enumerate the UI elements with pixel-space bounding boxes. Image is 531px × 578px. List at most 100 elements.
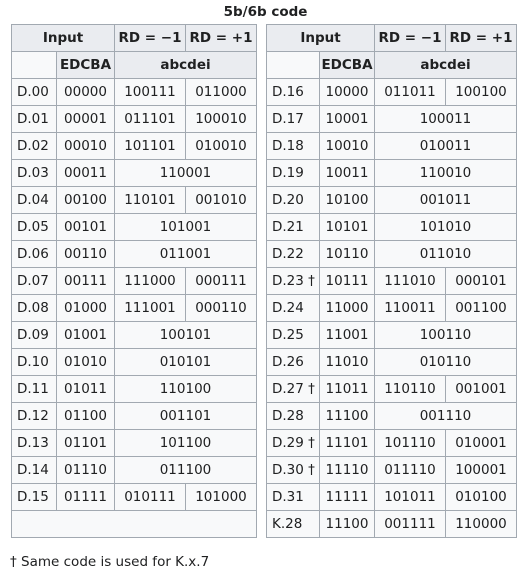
symbol-cell: D.02 xyxy=(11,132,57,160)
table-row: D.07 00111 111000 000111 xyxy=(11,267,257,295)
abcdei-rd-neg-cell: 111010 xyxy=(374,267,446,295)
abcdei-cell: 011010 xyxy=(374,240,517,268)
abcdei-rd-pos-cell: 010100 xyxy=(445,483,517,511)
abcdei-rd-pos-cell: 011000 xyxy=(185,78,257,106)
table-row: K.28 11100 001111 110000 xyxy=(266,510,517,538)
table-row: D.16 10000 011011 100100 xyxy=(266,78,517,106)
abcdei-rd-pos-cell: 000110 xyxy=(185,294,257,322)
abcdei-cell: 011100 xyxy=(114,456,257,484)
right-code-table: Input RD = −1 RD = +1 EDCBA abcdei D.16 1… xyxy=(266,24,517,538)
edcba-cell: 00111 xyxy=(56,267,115,295)
edcba-cell: 11111 xyxy=(319,483,375,511)
abcdei-rd-pos-cell: 110000 xyxy=(445,510,517,538)
edcba-cell: 10110 xyxy=(319,240,375,268)
abcdei-cell: 100110 xyxy=(374,321,517,349)
table-row: D.15 01111 010111 101000 xyxy=(11,483,257,511)
edcba-header: EDCBA xyxy=(319,51,375,79)
table-row: D.24 11000 110011 001100 xyxy=(266,294,517,322)
table-row: D.17 10001 100011 xyxy=(266,105,517,133)
symbol-cell: D.27 † xyxy=(266,375,320,403)
table-row: D.08 01000 111001 000110 xyxy=(11,294,257,322)
symbol-cell: D.14 xyxy=(11,456,57,484)
rd-neg-header: RD = −1 xyxy=(374,24,446,52)
symbol-cell: D.19 xyxy=(266,159,320,187)
edcba-cell: 01010 xyxy=(56,348,115,376)
symbol-cell: D.31 xyxy=(266,483,320,511)
table-row: D.09 01001 100101 xyxy=(11,321,257,349)
table-row: D.31 11111 101011 010100 xyxy=(266,483,517,511)
abcdei-cell: 001110 xyxy=(374,402,517,430)
empty-cell xyxy=(11,510,257,538)
edcba-cell: 11001 xyxy=(319,321,375,349)
table-row: D.22 10110 011010 xyxy=(266,240,517,268)
edcba-cell: 00110 xyxy=(56,240,115,268)
table-row: D.27 † 11011 110110 001001 xyxy=(266,375,517,403)
symbol-cell: D.07 xyxy=(11,267,57,295)
rd-pos-header: RD = +1 xyxy=(445,24,517,52)
abcdei-cell: 001101 xyxy=(114,402,257,430)
abcdei-cell: 010110 xyxy=(374,348,517,376)
abcdei-cell: 101001 xyxy=(114,213,257,241)
abcdei-cell: 110001 xyxy=(114,159,257,187)
abcdei-rd-pos-cell: 010001 xyxy=(445,429,517,457)
edcba-cell: 01101 xyxy=(56,429,115,457)
table-row: D.02 00010 101101 010010 xyxy=(11,132,257,160)
footnote: † Same code is used for K.x.7 xyxy=(10,554,210,570)
symbol-cell: D.30 † xyxy=(266,456,320,484)
abcdei-rd-neg-cell: 110101 xyxy=(114,186,186,214)
symbol-cell: D.11 xyxy=(11,375,57,403)
abcdei-cell: 010101 xyxy=(114,348,257,376)
abcdei-rd-pos-cell: 000111 xyxy=(185,267,257,295)
symbol-cell: D.03 xyxy=(11,159,57,187)
edcba-cell: 01111 xyxy=(56,483,115,511)
left-code-table: Input RD = −1 RD = +1 EDCBA abcdei D.00 0… xyxy=(11,24,257,538)
table-row: D.01 00001 011101 100010 xyxy=(11,105,257,133)
abcdei-cell: 100101 xyxy=(114,321,257,349)
symbol-cell: D.21 xyxy=(266,213,320,241)
symbol-cell: K.28 xyxy=(266,510,320,538)
table-row: D.03 00011 110001 xyxy=(11,159,257,187)
symbol-cell: D.23 † xyxy=(266,267,320,295)
empty-header-cell xyxy=(266,51,320,79)
abcdei-cell: 011001 xyxy=(114,240,257,268)
abcdei-cell: 101100 xyxy=(114,429,257,457)
edcba-cell: 01100 xyxy=(56,402,115,430)
symbol-cell: D.10 xyxy=(11,348,57,376)
edcba-cell: 01011 xyxy=(56,375,115,403)
edcba-cell: 10011 xyxy=(319,159,375,187)
edcba-cell: 11011 xyxy=(319,375,375,403)
table-row: D.19 10011 110010 xyxy=(266,159,517,187)
abcdei-rd-pos-cell: 100010 xyxy=(185,105,257,133)
symbol-cell: D.16 xyxy=(266,78,320,106)
symbol-cell: D.09 xyxy=(11,321,57,349)
symbol-cell: D.17 xyxy=(266,105,320,133)
edcba-cell: 10101 xyxy=(319,213,375,241)
edcba-cell: 11000 xyxy=(319,294,375,322)
edcba-cell: 11100 xyxy=(319,402,375,430)
input-header: Input xyxy=(266,24,375,52)
table-row: D.11 01011 110100 xyxy=(11,375,257,403)
abcdei-rd-pos-cell: 001001 xyxy=(445,375,517,403)
symbol-cell: D.22 xyxy=(266,240,320,268)
abcdei-rd-neg-cell: 101101 xyxy=(114,132,186,160)
abcdei-rd-pos-cell: 001010 xyxy=(185,186,257,214)
abcdei-cell: 101010 xyxy=(374,213,517,241)
abcdei-rd-pos-cell: 101000 xyxy=(185,483,257,511)
abcdei-rd-neg-cell: 010111 xyxy=(114,483,186,511)
table-row: D.04 00100 110101 001010 xyxy=(11,186,257,214)
table-row: D.05 00101 101001 xyxy=(11,213,257,241)
rd-neg-header: RD = −1 xyxy=(114,24,186,52)
symbol-cell: D.01 xyxy=(11,105,57,133)
edcba-header: EDCBA xyxy=(56,51,115,79)
table-row: D.06 00110 011001 xyxy=(11,240,257,268)
abcdei-rd-pos-cell: 100100 xyxy=(445,78,517,106)
table-row: D.21 10101 101010 xyxy=(266,213,517,241)
empty-header-cell xyxy=(11,51,57,79)
abcdei-cell: 001011 xyxy=(374,186,517,214)
edcba-cell: 10001 xyxy=(319,105,375,133)
edcba-cell: 10010 xyxy=(319,132,375,160)
edcba-cell: 11101 xyxy=(319,429,375,457)
rd-pos-header: RD = +1 xyxy=(185,24,257,52)
edcba-cell: 01110 xyxy=(56,456,115,484)
symbol-cell: D.08 xyxy=(11,294,57,322)
